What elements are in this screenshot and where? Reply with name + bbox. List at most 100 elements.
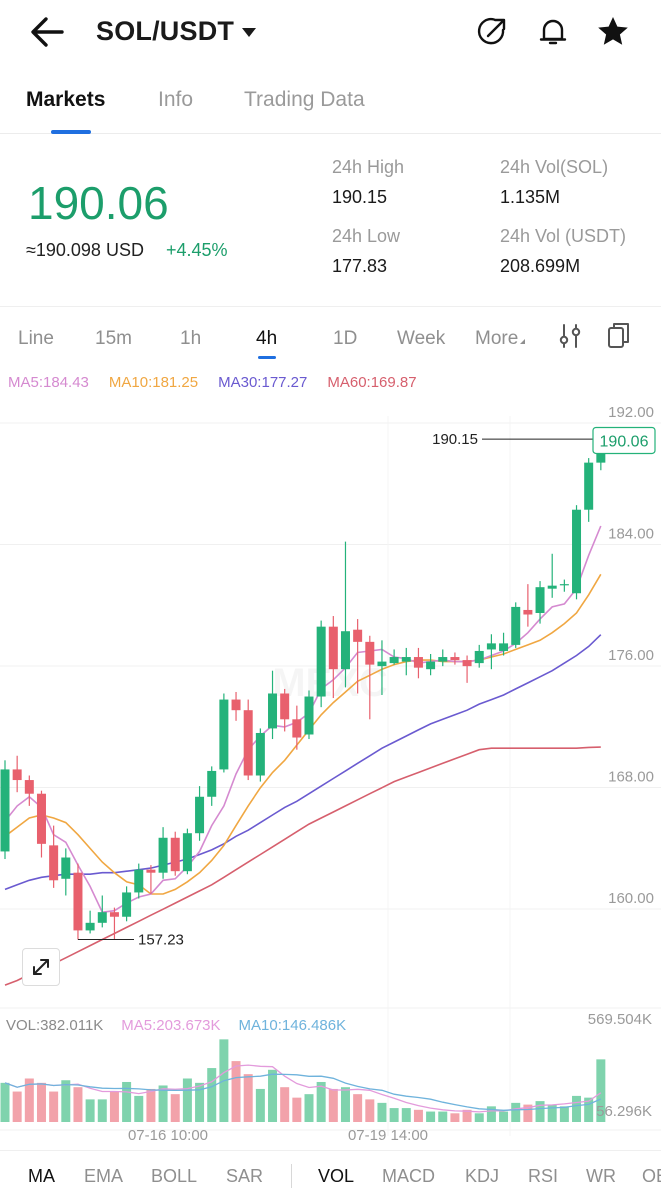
candle-body — [231, 699, 241, 711]
interval-15m[interactable]: 15m — [95, 328, 132, 349]
vol-ma5-value: MA5:203.673K — [121, 1017, 221, 1034]
indicator-ema[interactable]: EMA — [84, 1166, 124, 1186]
bell-icon[interactable] — [535, 14, 571, 50]
candle-body — [413, 657, 423, 668]
indicator-sar[interactable]: SAR — [226, 1166, 264, 1186]
indicator-ma[interactable]: MA — [28, 1166, 55, 1186]
candle-body — [36, 793, 46, 844]
volume-bar — [450, 1113, 460, 1122]
share-icon[interactable] — [474, 14, 510, 50]
low-label: 24h Low — [332, 226, 401, 246]
volume-bar — [134, 1095, 144, 1122]
volume-bar — [158, 1085, 168, 1122]
volume-bar — [377, 1102, 387, 1122]
max-price-label: 190.15 — [432, 431, 478, 448]
volume-bar — [596, 1059, 606, 1122]
current-price-tag — [592, 426, 656, 455]
interval-week[interactable]: Week — [397, 328, 446, 349]
indicator-wr[interactable]: WR — [586, 1166, 616, 1186]
candle-body — [572, 509, 582, 594]
ma10-value: MA10:181.25 — [108, 374, 199, 391]
candle-body — [158, 837, 168, 873]
tab-trading-data[interactable]: Trading Data — [244, 88, 365, 111]
volume-bar — [413, 1109, 423, 1122]
y-tick-label: 176.00 — [608, 647, 654, 664]
volume-axis-label: 569.504K — [588, 1011, 652, 1028]
volume-bar — [195, 1082, 205, 1122]
interval-more[interactable]: More — [475, 328, 526, 350]
volume-bar — [511, 1102, 521, 1122]
min-price-label: 157.23 — [138, 932, 184, 949]
volume-bar — [36, 1082, 46, 1122]
candle-body — [97, 912, 107, 923]
copy-icon[interactable] — [605, 320, 633, 350]
volume-bar — [547, 1104, 557, 1122]
ma30-line — [4, 634, 602, 891]
pair-label: SOL/USDT — [96, 16, 235, 46]
y-tick-label: 168.00 — [608, 769, 654, 786]
candle-body — [486, 643, 496, 650]
x-tick-label: 07-19 14:00 — [348, 1127, 428, 1144]
y-tick-label: 184.00 — [608, 526, 654, 543]
candle-body — [170, 837, 180, 872]
caret-down-icon — [242, 28, 257, 37]
y-tick-label: 160.00 — [608, 890, 654, 907]
volume-bar — [365, 1099, 375, 1122]
candle-body — [243, 710, 253, 776]
volume-bar — [389, 1108, 399, 1122]
vol-sol-value: 1.135M — [500, 187, 561, 207]
volume-bar — [438, 1111, 448, 1122]
indicator-ob[interactable]: OB — [642, 1166, 661, 1186]
candle-body — [195, 796, 205, 834]
more-triangle-icon — [520, 339, 526, 344]
interval-4h[interactable]: 4h — [256, 328, 278, 349]
vol-value: VOL:382.011K — [6, 1017, 104, 1034]
candle-body — [292, 719, 302, 738]
indicator-rsi[interactable]: RSI — [528, 1166, 559, 1186]
volume-axis-label: 56.296K — [596, 1103, 652, 1120]
indicator-separator — [291, 1164, 292, 1188]
volume-bar — [280, 1087, 290, 1122]
star-icon[interactable] — [595, 14, 631, 50]
kline-chart[interactable]: MEXC 192.00 184.00 176.00 168.00 160.00 190.… — [0, 396, 661, 1148]
interval-active-indicator — [258, 356, 276, 359]
ma-legend: MA5:184.43 MA10:181.25 MA30:177.27 MA60:… — [8, 374, 417, 391]
volume-bar — [535, 1101, 545, 1122]
volume-bar — [85, 1099, 95, 1122]
vol-usdt-value: 208.699M — [500, 256, 581, 276]
candle-body — [584, 462, 594, 510]
indicator-bar: MA EMA BOLL SAR VOL MACD KDJ RSI WR OB — [0, 1150, 661, 1200]
interval-1d[interactable]: 1D — [333, 328, 358, 349]
tab-markets[interactable]: Markets — [26, 88, 106, 111]
interval-line[interactable]: Line — [18, 328, 54, 349]
candle-body — [462, 660, 472, 667]
pair-selector[interactable]: SOL/USDT — [96, 16, 257, 47]
indicator-vol[interactable]: VOL — [318, 1166, 355, 1186]
expand-chart-button[interactable] — [22, 948, 60, 986]
candle-body — [146, 869, 156, 873]
indicator-settings-icon[interactable] — [556, 322, 584, 350]
volume-bar — [474, 1113, 484, 1122]
volume-bar — [304, 1094, 314, 1122]
tab-bar: Markets Info Trading Data — [0, 74, 661, 134]
volume-bar — [231, 1061, 241, 1122]
tab-info[interactable]: Info — [158, 88, 194, 111]
volume-bar — [12, 1091, 22, 1122]
candle-body — [73, 872, 83, 931]
indicator-kdj[interactable]: KDJ — [465, 1166, 500, 1186]
candle-body — [426, 661, 436, 670]
volume-bar — [109, 1091, 119, 1122]
candle-body — [12, 769, 22, 781]
candle-body — [328, 626, 338, 670]
candle-body — [85, 922, 95, 931]
indicator-macd[interactable]: MACD — [382, 1166, 435, 1186]
vol-ma5-line — [4, 1064, 602, 1113]
last-price: 190.06 — [28, 177, 169, 229]
interval-1h[interactable]: 1h — [180, 328, 202, 349]
candle-body — [523, 609, 533, 615]
volume-bar — [316, 1081, 326, 1122]
volume-bar — [292, 1097, 302, 1122]
back-arrow-icon[interactable] — [28, 14, 68, 50]
indicator-boll[interactable]: BOLL — [151, 1166, 198, 1186]
